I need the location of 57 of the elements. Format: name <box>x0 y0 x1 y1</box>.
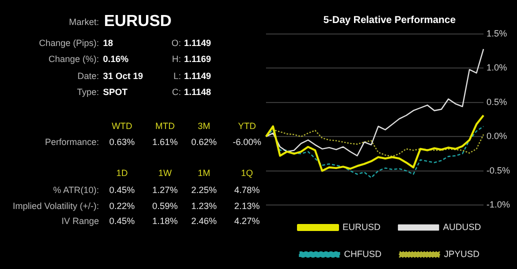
text: EURUSD <box>104 13 172 31</box>
text: 0.45% <box>109 216 135 226</box>
text: 1D <box>116 168 128 178</box>
text: 1.1169 <box>184 54 212 64</box>
y-tick-label: 1.0% <box>486 62 508 73</box>
text: 2.13% <box>234 201 260 211</box>
text: O: <box>171 38 181 48</box>
text: 1.23% <box>191 201 217 211</box>
text: 0.16% <box>103 54 129 64</box>
text: C: <box>172 87 181 97</box>
text: 0.63% <box>109 137 135 147</box>
y-tick-label: -0.5% <box>486 165 510 176</box>
y-tick-label: 1.5% <box>486 28 508 38</box>
text: Change (Pips): <box>38 38 99 48</box>
y-tick-label: 0.0% <box>486 131 508 142</box>
chart-title: 5-Day Relative Performance <box>323 14 456 26</box>
legend-label: JPYUSD <box>444 248 480 259</box>
text: 1.1149 <box>184 38 212 48</box>
text: 4.78% <box>234 185 260 195</box>
y-tick-label: -1.0% <box>486 199 510 210</box>
text: 18 <box>103 38 114 48</box>
text: Implied Volatility (+/-): <box>12 201 99 211</box>
text: 2.25% <box>191 185 217 195</box>
text: Change (%): <box>48 54 99 64</box>
text: 0.22% <box>109 201 135 211</box>
text: Date: <box>77 71 99 81</box>
text: 1M <box>198 168 210 178</box>
text: Type: <box>76 87 99 97</box>
text: 0.45% <box>109 185 135 195</box>
text: 2.46% <box>191 216 217 226</box>
text: 1.27% <box>152 185 178 195</box>
text: SPOT <box>103 87 128 97</box>
text: 3M <box>198 121 210 131</box>
text: 0.59% <box>152 201 178 211</box>
text: -6.00% <box>232 137 262 147</box>
text: 0.62% <box>191 137 217 147</box>
text: MTD <box>155 121 175 131</box>
text: YTD <box>238 121 256 131</box>
text: 1W <box>158 168 172 178</box>
text: % ATR(10): <box>53 185 99 195</box>
text: H: <box>172 54 181 64</box>
text: Market: <box>68 17 99 27</box>
legend-label: EURUSD <box>342 222 381 232</box>
text: 1Q <box>240 168 254 178</box>
y-tick-label: 0.5% <box>486 96 508 107</box>
text: L: <box>173 71 181 81</box>
text: 1.61% <box>152 137 178 147</box>
legend-label: AUDUSD <box>443 222 482 232</box>
text: 4.27% <box>234 216 260 226</box>
text: 1.1149 <box>184 71 212 81</box>
text: IV Range <box>61 216 99 226</box>
legend-label: CHFUSD <box>344 248 382 259</box>
text: 1.1148 <box>184 87 212 97</box>
text: Performance: <box>44 137 99 147</box>
text: 1.18% <box>152 216 178 226</box>
text: 31 Oct 19 <box>103 71 144 81</box>
text: WTD <box>112 121 132 131</box>
